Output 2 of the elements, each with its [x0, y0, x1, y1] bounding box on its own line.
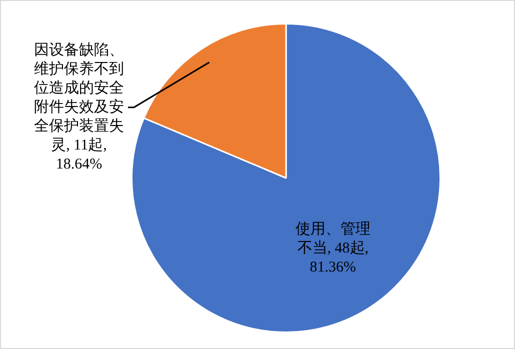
- slice-label: 因设备缺陷、维护保养不到位造成的安全附件失效及安全保护装置失灵, 11起, 18.64%: [34, 41, 124, 172]
- slice-label: 使用、管理不当, 48起, 81.36%: [295, 222, 370, 276]
